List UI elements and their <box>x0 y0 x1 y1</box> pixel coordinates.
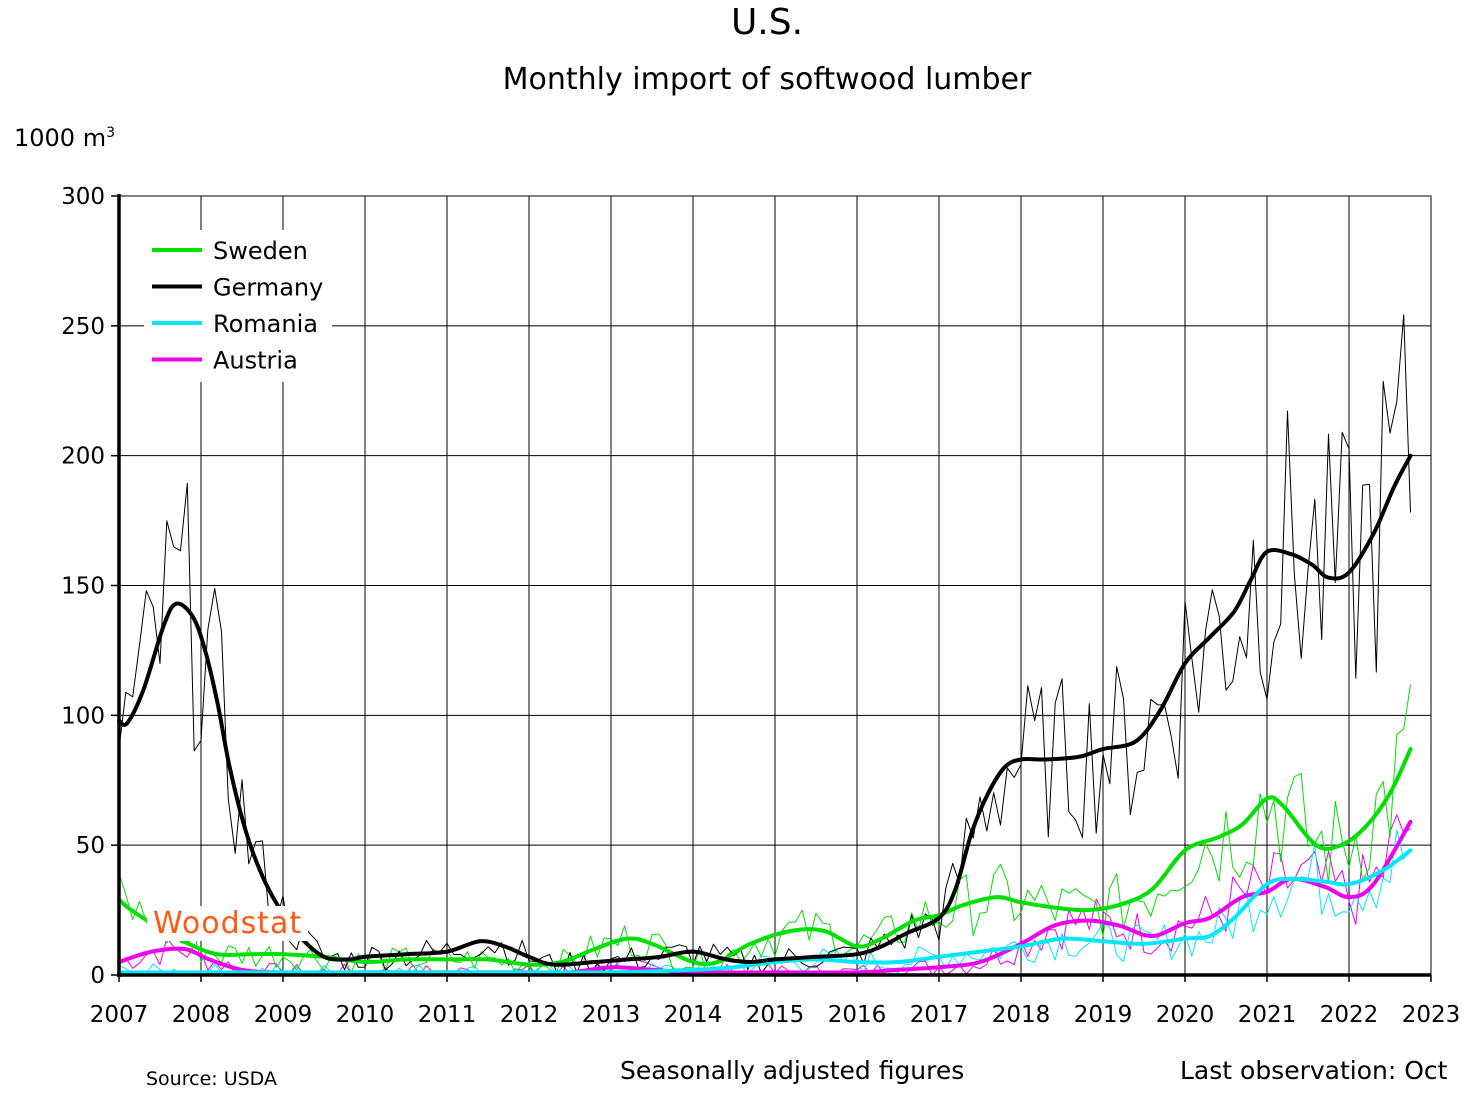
y-tick-label: 50 <box>76 833 105 859</box>
raw-line-germany <box>118 314 1411 974</box>
y-tick-label: 250 <box>61 314 105 340</box>
legend-label-germany: Germany <box>213 274 323 302</box>
last-observation-note: Last observation: Oct <box>1180 1056 1448 1085</box>
x-tick-label: 2009 <box>254 1002 313 1028</box>
source-note: Source: USDA <box>146 1068 277 1090</box>
y-tick-label: 300 <box>61 184 105 210</box>
x-tick-label: 2012 <box>500 1002 559 1028</box>
axes <box>117 194 1431 977</box>
trend-line-germany <box>117 453 1413 967</box>
x-tick-label: 2014 <box>664 1002 723 1028</box>
chart-title: U.S. <box>730 2 804 43</box>
x-tick-label: 2010 <box>336 1002 395 1028</box>
x-tick-label: 2013 <box>582 1002 641 1028</box>
y-tick-label: 200 <box>61 444 105 470</box>
legend-label-austria: Austria <box>213 347 298 375</box>
legend: Sweden Germany Romania Austria <box>144 230 332 382</box>
monthly-raw-lines <box>118 314 1411 976</box>
x-tick-label: 2007 <box>90 1002 149 1028</box>
x-tick-label: 2018 <box>992 1002 1051 1028</box>
x-tick-label: 2019 <box>1074 1002 1133 1028</box>
y-tick-label: 100 <box>61 703 105 729</box>
chart-subtitle: Monthly import of softwood lumber <box>502 62 1032 97</box>
y-axis-unit: 1000 m3 <box>14 124 115 152</box>
x-tick-label: 2015 <box>746 1002 805 1028</box>
legend-label-sweden: Sweden <box>213 237 308 265</box>
x-tick-label: 2020 <box>1156 1002 1215 1028</box>
x-tick-label: 2017 <box>910 1002 969 1028</box>
x-tick-label: 2022 <box>1320 1002 1379 1028</box>
x-tick-label: 2008 <box>172 1002 231 1028</box>
trend-line-romania <box>117 848 1413 975</box>
legend-background <box>144 230 332 382</box>
x-tick-label: 2011 <box>418 1002 477 1028</box>
x-tick-label: 2023 <box>1402 1002 1461 1028</box>
y-tick-label: 0 <box>90 963 105 989</box>
y-tick-label: 150 <box>61 574 105 600</box>
legend-label-romania: Romania <box>213 310 318 338</box>
unit-base: 1000 m <box>14 124 107 152</box>
woodstat-logo: Woodstat <box>147 906 309 941</box>
unit-exponent: 3 <box>106 125 116 141</box>
seasonal-note: Seasonally adjusted figures <box>620 1056 965 1085</box>
x-tick-label: 2016 <box>828 1002 887 1028</box>
axis-ticks: 2007 2008 2009 2010 2011 2012 2013 2014 2015 2016… <box>61 184 1460 1028</box>
trend-lines <box>117 453 1413 975</box>
x-tick-label: 2021 <box>1238 1002 1297 1028</box>
